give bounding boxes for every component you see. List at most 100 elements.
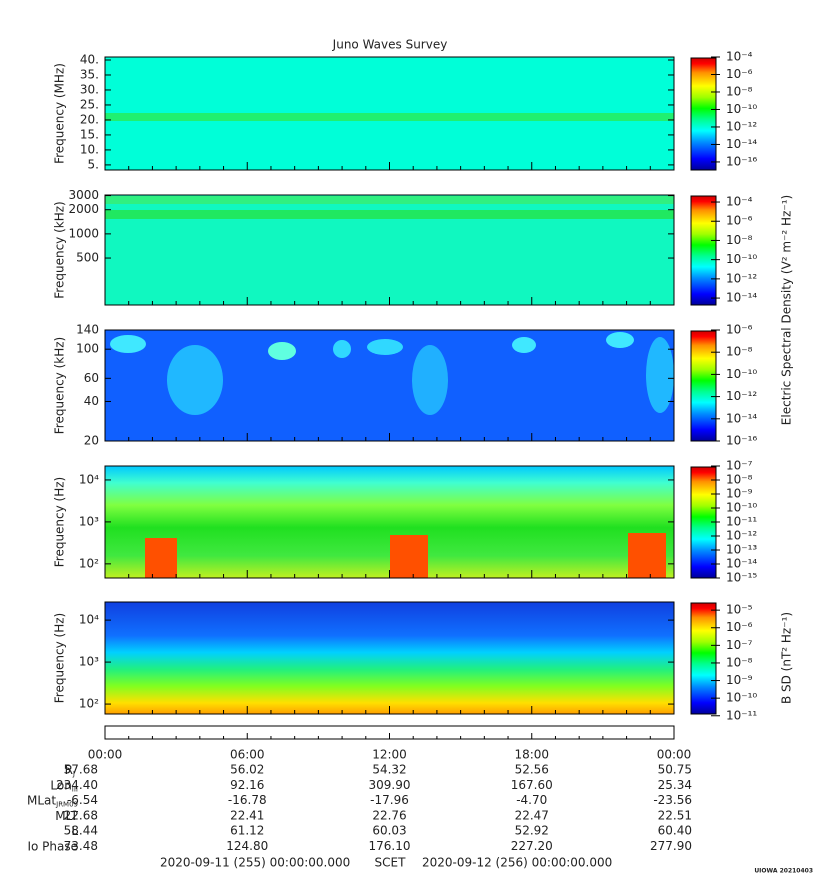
colorbar-tick-label: 10⁻¹⁵ xyxy=(726,571,757,585)
spectrogram-art xyxy=(104,57,675,740)
colorbar-tick-label: 10⁻¹⁶ xyxy=(726,154,757,168)
colorbar-tick-label: 10⁻⁸ xyxy=(726,473,753,487)
ephemeris-label: LonIII xyxy=(50,778,78,794)
colorbar xyxy=(690,602,717,715)
ephemeris-label-sub: JRM09 xyxy=(55,801,78,809)
credit: UIOWA 20210403 xyxy=(754,868,813,875)
ephemeris-value: 167.60 xyxy=(511,778,553,792)
x-tick-label: 12:00 xyxy=(372,748,407,762)
y-axis-label: Frequency (MHz) xyxy=(53,63,67,164)
ephemeris-value: 309.90 xyxy=(369,778,411,792)
colorbar-tick-label: 10⁻¹⁴ xyxy=(726,411,757,425)
ephemeris-value: 22.68 xyxy=(64,808,98,822)
ephemeris-value: -17.96 xyxy=(370,793,409,807)
y-tick-label: 10² xyxy=(79,556,99,570)
ephemeris-value: 227.20 xyxy=(511,839,553,853)
y-tick-label: 2000 xyxy=(68,202,99,216)
chart-title: Juno Waves Survey xyxy=(332,38,448,52)
y-tick-label: 40 xyxy=(84,394,99,408)
x-tick-label: 18:00 xyxy=(514,748,549,762)
footer-end: 2020-09-12 (256) 00:00:00.000 xyxy=(422,856,612,870)
ephemeris-value: 60.03 xyxy=(372,824,406,838)
ephemeris-value: 54.32 xyxy=(372,763,406,777)
ephemeris-label: MLT xyxy=(55,808,78,822)
ephemeris-value: 22.41 xyxy=(230,808,264,822)
colorbar-tick-label: 10⁻⁷ xyxy=(726,459,753,473)
ephemeris-value: 61.12 xyxy=(230,824,264,838)
colorbar xyxy=(690,57,717,171)
colorbar-tick-label: 10⁻⁷ xyxy=(726,638,753,652)
ephemeris-value: 277.90 xyxy=(650,839,692,853)
y-tick-label: 20. xyxy=(80,112,99,126)
ephemeris-value: 22.47 xyxy=(515,808,549,822)
y-tick-label: 30. xyxy=(80,82,99,96)
colorbar-tick-label: 10⁻¹⁰ xyxy=(726,691,757,705)
footer-frame: SCET xyxy=(375,856,407,870)
y-axis-label: Frequency (Hz) xyxy=(53,613,67,704)
x-tick-label: 00:00 xyxy=(657,748,692,762)
colorbar-tick-label: 10⁻¹⁴ xyxy=(726,137,757,151)
colorbar-label: B SD (nT² Hz⁻¹) xyxy=(780,612,794,704)
ephemeris-label-sub: J xyxy=(72,770,75,778)
colorbar-tick-label: 10⁻¹⁰ xyxy=(726,102,757,116)
ephemeris-label: L xyxy=(71,824,78,838)
y-tick-label: 40. xyxy=(80,52,99,66)
colorbar-tick-label: 10⁻⁸ xyxy=(726,233,753,247)
ephemeris-value: 73.48 xyxy=(64,839,98,853)
ephemeris-value: 56.02 xyxy=(230,763,264,777)
colorbar xyxy=(690,330,717,442)
y-tick-label: 60 xyxy=(84,371,99,385)
footer-start: 2020-09-11 (255) 00:00:00.000 xyxy=(160,856,350,870)
ephemeris-value: -23.56 xyxy=(653,793,692,807)
ephemeris-value: 124.80 xyxy=(226,839,268,853)
y-tick-label: 10. xyxy=(80,142,99,156)
colorbar-tick-label: 10⁻⁶ xyxy=(726,323,753,337)
ephemeris-value: 22.76 xyxy=(372,808,406,822)
colorbar-tick-label: 10⁻¹⁴ xyxy=(726,557,757,571)
ephemeris-value: -6.54 xyxy=(67,793,98,807)
y-axis-label: Frequency (Hz) xyxy=(53,477,67,568)
y-tick-label: 20 xyxy=(84,434,99,448)
colorbar-tick-label: 10⁻⁸ xyxy=(726,655,753,669)
ephemeris-value: 22.51 xyxy=(658,808,692,822)
ephemeris-value: 60.40 xyxy=(658,824,692,838)
ephemeris-value: -4.70 xyxy=(516,793,547,807)
ephemeris-label-main: MLat xyxy=(27,793,56,807)
ephemeris-label: Io Phase xyxy=(27,839,78,853)
x-tick-label: 06:00 xyxy=(230,748,265,762)
colorbar-tick-label: 10⁻⁸ xyxy=(726,84,753,98)
y-axis-label: Frequency (kHz) xyxy=(53,337,67,434)
ephemeris-label-main: Lon xyxy=(50,778,71,792)
colorbar-tick-label: 10⁻¹² xyxy=(726,119,757,133)
y-tick-label: 10³ xyxy=(79,514,99,528)
ephemeris-value: 176.10 xyxy=(369,839,411,853)
y-tick-label: 140 xyxy=(76,323,99,337)
ephemeris-value: 52.56 xyxy=(515,763,549,777)
ephemeris-value: 92.16 xyxy=(230,778,264,792)
y-tick-label: 10⁴ xyxy=(79,472,99,486)
colorbar-tick-label: 10⁻¹² xyxy=(726,389,757,403)
ephemeris-value: 50.75 xyxy=(658,763,692,777)
ephemeris-label-sub: III xyxy=(72,785,78,793)
x-tick-label: 00:00 xyxy=(88,748,123,762)
y-tick-label: 10³ xyxy=(79,655,99,669)
colorbar-tick-label: 10⁻¹³ xyxy=(726,543,757,557)
ephemeris-label-main: R xyxy=(65,763,73,777)
colorbar-tick-label: 10⁻⁴ xyxy=(726,50,753,64)
colorbar-tick-label: 10⁻⁶ xyxy=(726,67,753,81)
ephemeris-value: 234.40 xyxy=(56,778,98,792)
colorbar-tick-label: 10⁻⁹ xyxy=(726,673,753,687)
colorbar-tick-label: 10⁻⁴ xyxy=(726,195,753,209)
colorbar-tick-label: 10⁻¹⁶ xyxy=(726,434,757,448)
colorbar-tick-label: 10⁻¹² xyxy=(726,271,757,285)
colorbar-tick-label: 10⁻⁵ xyxy=(726,603,753,617)
ephemeris-label-main: MLT xyxy=(55,808,78,822)
colorbar-label: Electric Spectral Density (V² m⁻² Hz⁻¹) xyxy=(780,195,794,425)
colorbar-tick-label: 10⁻¹¹ xyxy=(726,515,757,529)
ephemeris-label-main: Io Phase xyxy=(27,839,78,853)
colorbar-tick-label: 10⁻¹⁴ xyxy=(726,291,757,305)
ephemeris-label-main: L xyxy=(71,824,78,838)
y-tick-label: 500 xyxy=(76,251,99,265)
colorbar-tick-label: 10⁻¹¹ xyxy=(726,708,757,722)
y-tick-label: 10⁴ xyxy=(79,613,99,627)
